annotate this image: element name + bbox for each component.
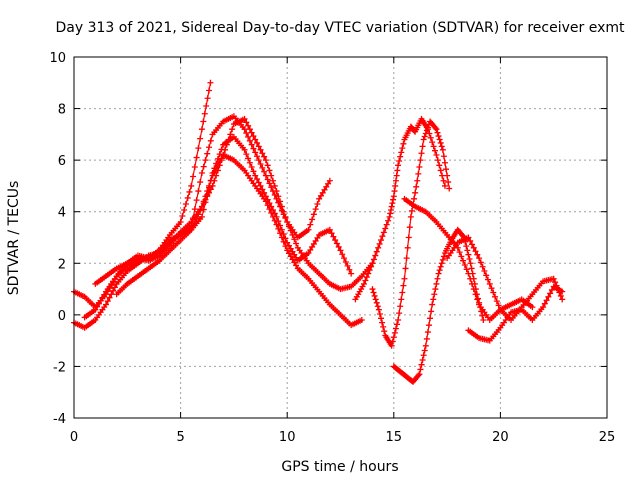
y-tick-label: 2 <box>58 257 66 272</box>
series-markers <box>390 226 487 385</box>
axis-ticks: 0 5 10 15 20 25 -4 -2 0 2 4 6 8 10 <box>49 51 615 445</box>
y-tick-label: 6 <box>58 154 66 169</box>
series-sat-j <box>444 234 566 324</box>
x-tick-label: 10 <box>279 430 296 445</box>
series-markers <box>352 115 448 303</box>
series-markers <box>92 115 376 293</box>
y-axis-label: SDTVAR / TECUs <box>6 181 22 296</box>
plot-frame <box>73 56 608 419</box>
series-sat-g <box>369 118 453 349</box>
series-markers <box>444 234 566 324</box>
y-tick-label: 8 <box>58 103 66 118</box>
series-sat-e <box>113 151 365 329</box>
y-tick-label: -2 <box>53 360 66 375</box>
series-markers <box>465 283 566 344</box>
series-markers <box>369 118 453 349</box>
x-tick-label: 25 <box>599 430 616 445</box>
series-sat-i <box>401 195 536 324</box>
y-tick-label: 10 <box>49 51 66 66</box>
x-tick-label: 15 <box>386 430 403 445</box>
x-axis-label: GPS time / hours <box>281 459 398 475</box>
y-tick-label: -4 <box>53 412 66 427</box>
series-sat-k <box>465 283 566 344</box>
series-markers <box>113 151 365 329</box>
chart-title: Day 313 of 2021, Sidereal Day-to-day VTE… <box>56 20 626 36</box>
series-sat-d <box>92 115 376 293</box>
series-sat-h <box>390 226 487 385</box>
y-tick-label: 4 <box>58 206 66 221</box>
x-tick-label: 0 <box>70 430 78 445</box>
x-tick-label: 5 <box>176 430 184 445</box>
x-tick-label: 20 <box>492 430 509 445</box>
series-markers <box>401 195 536 324</box>
y-tick-label: 0 <box>58 309 66 324</box>
